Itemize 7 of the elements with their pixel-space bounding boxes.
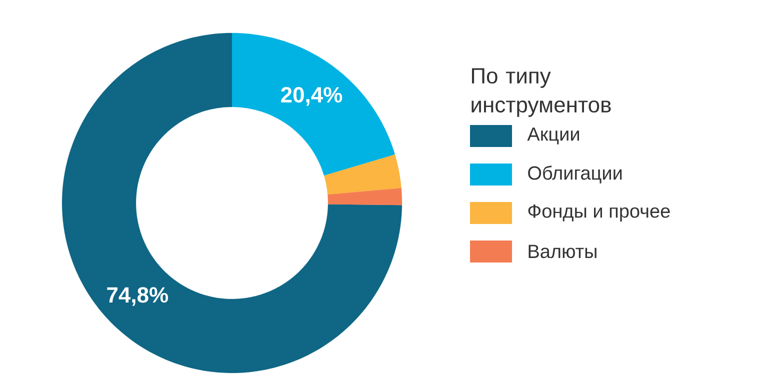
data-label: 20,4% (281, 87, 342, 106)
legend-label: Облигации (528, 166, 622, 184)
legend-title: По типу инструментов (472, 68, 611, 117)
legend-label: Фонды и прочее (528, 204, 670, 222)
legend-label: Акции (527, 128, 579, 144)
data-label: 74,8% (107, 287, 168, 306)
legend-label: Валюты (528, 244, 596, 258)
